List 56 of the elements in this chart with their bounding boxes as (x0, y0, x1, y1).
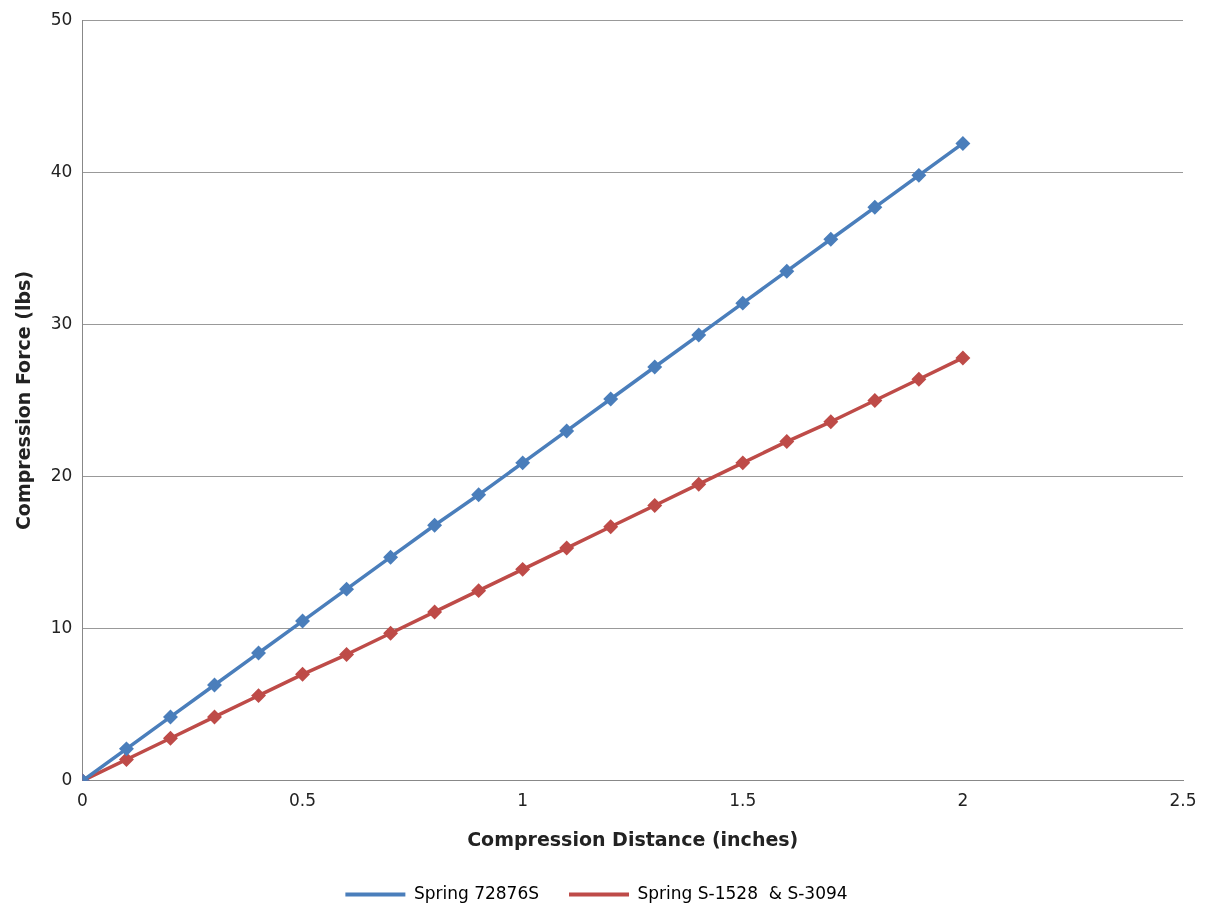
point (119, 752, 134, 767)
point (868, 200, 882, 215)
point (912, 168, 926, 183)
point (692, 477, 706, 491)
x-axis-title: Compression Distance (inches) (467, 827, 799, 850)
point (295, 614, 310, 628)
point (736, 296, 750, 310)
x-tick-label: 1.5 (729, 790, 757, 811)
point (736, 456, 750, 470)
point (912, 372, 926, 386)
point (383, 550, 398, 564)
y-tick-label: 0 (61, 769, 73, 790)
point (824, 415, 838, 429)
point (603, 520, 618, 534)
point (295, 667, 310, 682)
point (559, 424, 574, 438)
point (471, 488, 486, 502)
point (251, 646, 266, 660)
point (471, 583, 486, 598)
point (559, 541, 574, 555)
point (647, 498, 662, 513)
point (383, 626, 398, 640)
point (207, 710, 222, 724)
y-tick-label: 20 (50, 464, 73, 485)
point (603, 392, 618, 406)
point (427, 518, 442, 532)
point (251, 688, 266, 703)
point (647, 360, 662, 374)
point (515, 456, 530, 470)
point (163, 731, 178, 745)
point (515, 562, 530, 577)
point (119, 742, 134, 756)
x-tick-label: 2.5 (1169, 790, 1197, 811)
point (780, 264, 794, 278)
y-tick-label: 10 (50, 617, 73, 638)
point (339, 582, 354, 596)
x-tick-label: 1 (517, 790, 529, 811)
x-tick-label: 2 (957, 790, 969, 811)
y-axis-title: Compression Force (lbs) (12, 270, 35, 531)
point (824, 232, 838, 246)
point (427, 605, 442, 619)
legend-label: Spring 72876S (413, 882, 540, 903)
point (207, 678, 222, 692)
legend-label: Spring S-1528 & S-3094 (637, 882, 848, 903)
point (868, 393, 882, 408)
y-tick-label: 40 (50, 160, 73, 181)
y-tick-label: 50 (50, 8, 73, 29)
point (163, 710, 178, 724)
point (339, 647, 354, 662)
point (956, 351, 970, 365)
point (780, 434, 794, 449)
x-tick-label: 0.5 (289, 790, 317, 811)
y-tick-label: 30 (50, 312, 73, 333)
point (692, 328, 706, 342)
x-tick-label: 0 (77, 790, 88, 811)
point (956, 136, 970, 151)
